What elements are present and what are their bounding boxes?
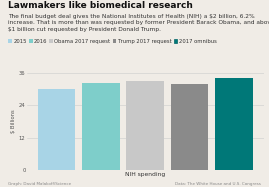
Text: Data: The White House and U.S. Congress: Data: The White House and U.S. Congress [175, 182, 261, 186]
X-axis label: NIH spending: NIH spending [125, 172, 165, 177]
Bar [171, 84, 208, 170]
Y-axis label: $ Billions: $ Billions [11, 110, 16, 134]
Bar [126, 81, 164, 170]
Text: Lawmakers like biomedical research: Lawmakers like biomedical research [8, 1, 193, 10]
Text: The final budget deal gives the National Institutes of Health (NIH) a $2 billion: The final budget deal gives the National… [8, 14, 269, 32]
Bar [82, 83, 120, 170]
Bar [38, 89, 75, 170]
Text: Graph: David Malakoff/Science: Graph: David Malakoff/Science [8, 182, 71, 186]
Bar [215, 78, 253, 170]
Legend: 2015, 2016, Obama 2017 request, Trump 2017 request, 2017 omnibus: 2015, 2016, Obama 2017 request, Trump 20… [8, 39, 217, 44]
